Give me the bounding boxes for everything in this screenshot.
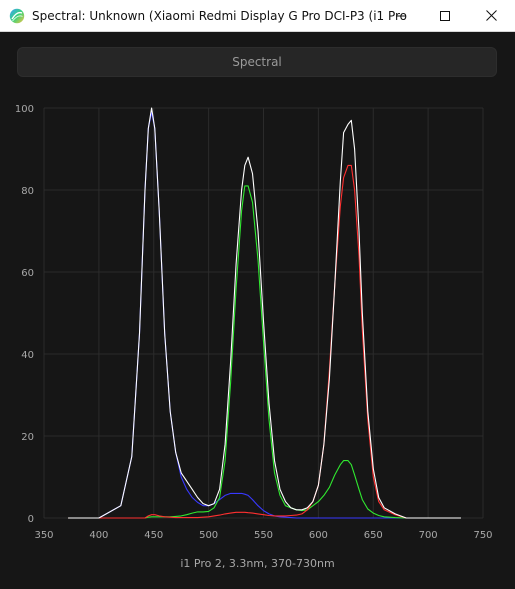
x-tick-label: 400 <box>89 530 108 541</box>
y-tick-label: 0 <box>28 514 34 525</box>
x-tick-label: 750 <box>473 530 492 541</box>
x-tick-label: 700 <box>419 530 438 541</box>
maximize-icon <box>440 10 450 21</box>
title-bar[interactable]: Spectral: Unknown (Xiaomi Redmi Display … <box>0 0 515 32</box>
minimize-button[interactable] <box>378 0 424 31</box>
maximize-button[interactable] <box>422 0 468 31</box>
x-tick-label: 550 <box>254 530 273 541</box>
x-tick-label: 500 <box>199 530 218 541</box>
x-tick-label: 650 <box>364 530 383 541</box>
y-tick-label: 80 <box>21 186 34 197</box>
window-title: Spectral: Unknown (Xiaomi Redmi Display … <box>32 8 407 23</box>
series-line-blue <box>68 111 461 519</box>
x-tick-label: 350 <box>34 530 53 541</box>
series-line-red <box>68 164 461 519</box>
x-tick-label: 450 <box>144 530 163 541</box>
series-line-white <box>68 107 461 519</box>
app-logo-icon <box>9 8 25 23</box>
y-tick-label: 100 <box>15 104 34 115</box>
y-tick-label: 40 <box>21 350 34 361</box>
series-line-green <box>68 185 461 519</box>
spectral-button[interactable]: Spectral <box>17 47 497 77</box>
chart-caption: i1 Pro 2, 3.3nm, 370-730nm <box>180 557 335 570</box>
x-tick-label: 600 <box>309 530 328 541</box>
y-tick-label: 20 <box>21 432 34 443</box>
close-button[interactable] <box>468 0 514 31</box>
close-icon <box>485 10 497 21</box>
y-tick-label: 60 <box>21 268 34 279</box>
minimize-icon <box>396 15 406 16</box>
spectral-chart: 350 400 450 500 550 600 650 700 750 0 20 40 60 80 100 <box>15 104 493 541</box>
